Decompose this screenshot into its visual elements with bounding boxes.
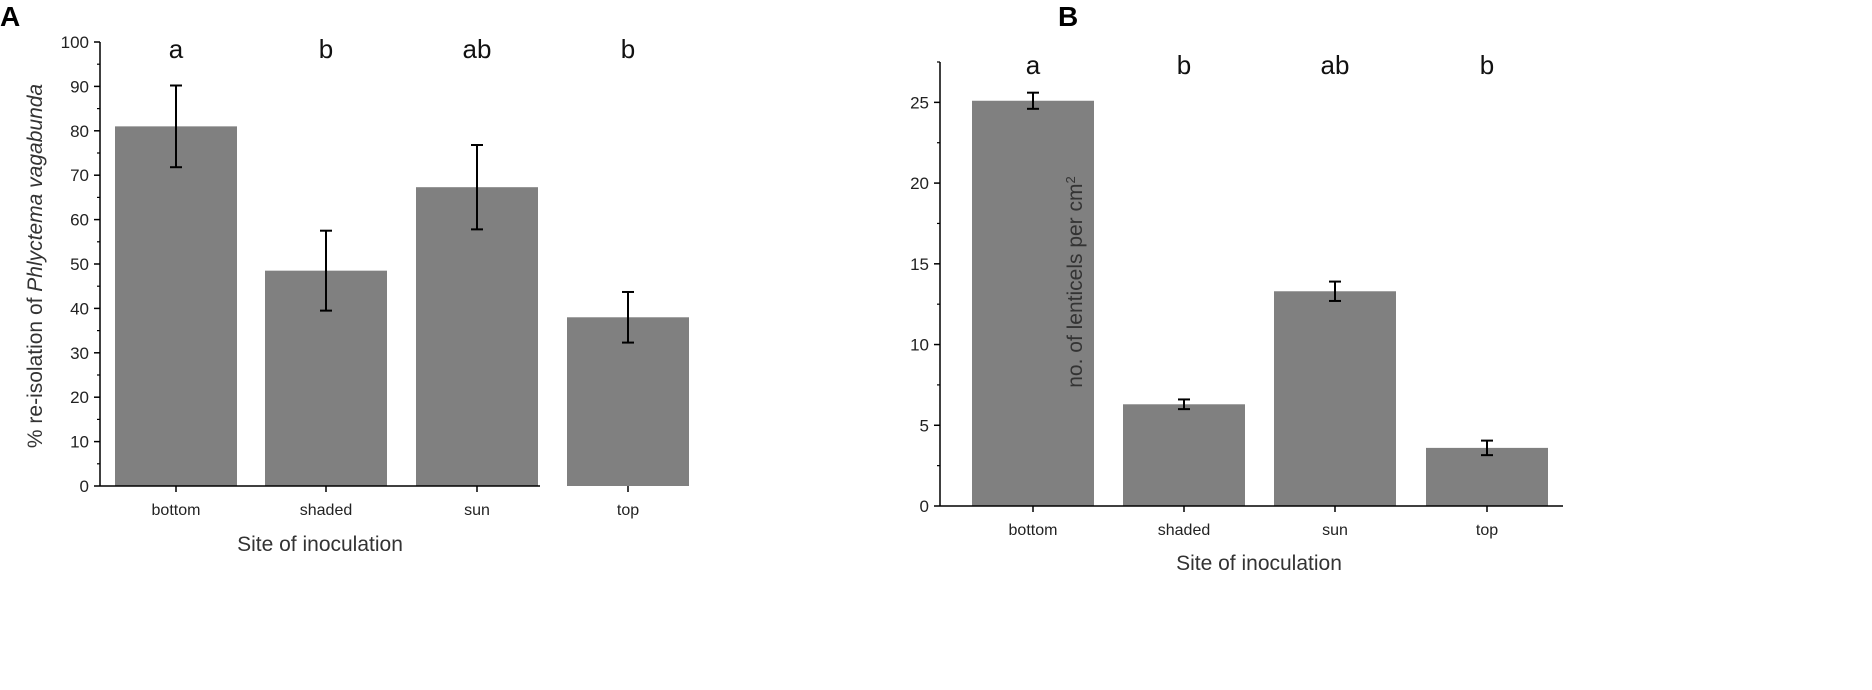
chart-panel-a: A a b ab b bottom shaded sun top01020304050607… [0, 1, 689, 556]
y-tick-label-a: 70 [70, 166, 89, 185]
bar-shaded-b [1123, 404, 1245, 506]
panel-label-b: B [1058, 1, 1078, 32]
y-axis-title-b-text: no. of lenticels per cm [1064, 183, 1087, 387]
y-tick-label-a: 100 [61, 33, 89, 52]
significance-letter-sun-b: ab [1321, 50, 1350, 80]
significance-letters-a: a b ab b [169, 34, 635, 64]
bar-bottom-a [115, 126, 237, 487]
y-tick-label-b: 10 [910, 336, 929, 355]
significance-letter-shaded-b: b [1177, 50, 1191, 80]
x-tick-label-bottom-a: bottom [152, 502, 201, 519]
significance-letters-b: a b ab b [1026, 50, 1494, 80]
significance-letter-bottom-a: a [169, 34, 184, 64]
y-tick-label-a: 10 [70, 433, 89, 452]
y-tick-label-a: 0 [80, 477, 89, 496]
axes-a: bottom shaded sun top 0 10 20 30 40 50 60 70 80 90 100 [61, 33, 640, 519]
y-tick-label-a: 30 [70, 344, 89, 363]
y-axis-title-a: % re-isolation of Phlyctema vagabunda [24, 84, 47, 448]
y-tick-label-a: 50 [70, 255, 89, 274]
x-axis-title-a: Site of inoculation [237, 533, 403, 556]
y-tick-label-b: 20 [910, 174, 929, 193]
y-tick-label-b: 25 [910, 93, 929, 112]
y-tick-label-a: 40 [70, 299, 89, 318]
bars-group-b [972, 100, 1548, 507]
y-tick-label-b: 0 [920, 497, 929, 516]
significance-letter-top-b: b [1480, 50, 1494, 80]
x-tick-label-bottom-b: bottom [1009, 522, 1058, 539]
y-tick-label-b: 15 [910, 255, 929, 274]
y-tick-label-a: 90 [70, 77, 89, 96]
y-axis-title-a-species: Phlyctema vagabunda [24, 84, 47, 292]
x-tick-label-top-a: top [617, 502, 639, 519]
x-tick-label-top-b: top [1476, 522, 1498, 539]
x-tick-label-shaded-b: shaded [1158, 522, 1211, 539]
y-axis-title-b-sup: 2 [1063, 176, 1078, 183]
bar-top-b [1426, 447, 1548, 506]
y-tick-label-a: 20 [70, 388, 89, 407]
axes-b: bottom shaded sun top 0 5 10 15 20 25 [910, 61, 1563, 539]
panel-label-a: A [0, 1, 20, 32]
bar-sun-b [1274, 291, 1396, 506]
error-bars-group-b [1027, 91, 1493, 457]
bar-sun-a [416, 187, 538, 487]
y-tick-label-b: 5 [920, 416, 929, 435]
bar-top-a [567, 317, 689, 486]
y-axis-title-a-text: % re-isolation of [24, 292, 47, 448]
x-tick-label-sun-a: sun [464, 502, 490, 519]
error-bars-group-a [170, 84, 634, 344]
x-axis-title-b: Site of inoculation [1176, 552, 1342, 575]
x-tick-label-shaded-a: shaded [300, 502, 353, 519]
bars-group-a [115, 126, 689, 487]
significance-letter-shaded-a: b [319, 34, 333, 64]
x-tick-label-sun-b: sun [1322, 522, 1348, 539]
y-axis-title-b: no. of lenticels per cm2 [1063, 176, 1088, 388]
significance-letter-bottom-b: a [1026, 50, 1041, 80]
significance-letter-sun-a: ab [463, 34, 492, 64]
y-tick-label-a: 60 [70, 211, 89, 230]
significance-letter-top-a: b [621, 34, 635, 64]
bar-bottom-b [972, 100, 1094, 507]
y-tick-label-a: 80 [70, 122, 89, 141]
